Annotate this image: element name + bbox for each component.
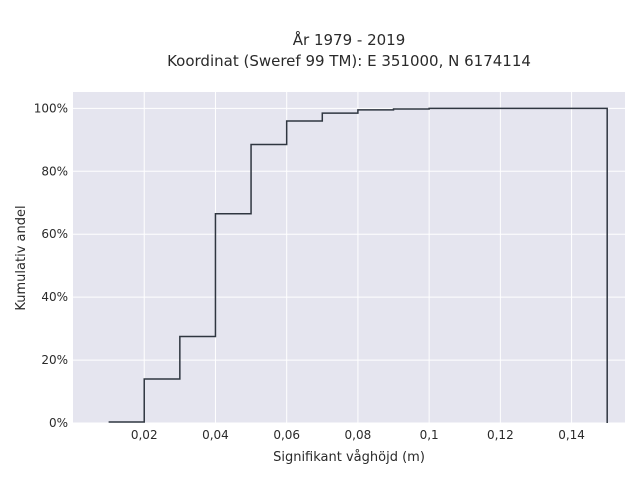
x-tick-label: 0,1 <box>420 428 439 442</box>
y-tick-label: 80% <box>41 164 68 178</box>
plot-background <box>73 92 625 423</box>
x-tick-label: 0,08 <box>345 428 372 442</box>
y-tick-label: 60% <box>41 227 68 241</box>
x-tick-label: 0,02 <box>131 428 158 442</box>
series-layer <box>108 107 608 423</box>
x-axis-label: Signifikant våghöjd (m) <box>273 450 425 465</box>
x-tick-label: 0,12 <box>487 428 514 442</box>
x-tick-label: 0,06 <box>273 428 300 442</box>
y-tick-label: 0% <box>49 416 68 430</box>
chart-title-line-2: Koordinat (Sweref 99 TM): E 351000, N 61… <box>167 52 531 70</box>
cumulative-step-line <box>108 107 608 423</box>
x-tick-label: 0,14 <box>558 428 585 442</box>
chart-title-line-1: År 1979 - 2019 <box>293 30 406 49</box>
y-tick-label: 40% <box>41 290 68 304</box>
y-tick-label: 20% <box>41 353 68 367</box>
x-tick-label: 0,04 <box>202 428 229 442</box>
y-tick-label: 100% <box>34 101 68 115</box>
y-axis-label: Kumulativ andel <box>14 205 29 310</box>
tick-layer: 0,02 0,04 0,06 0,08 0,1 0,12 0,14 0% 20% 40% 60% 80… <box>34 101 585 442</box>
